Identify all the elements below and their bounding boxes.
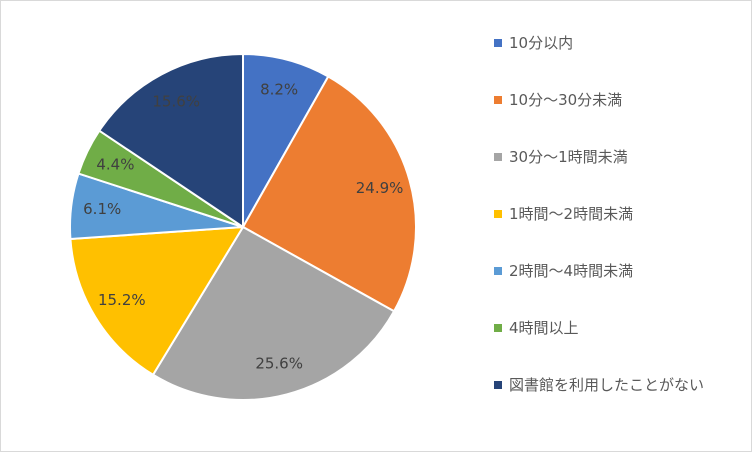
legend-item: 2時間～4時間未満: [494, 259, 724, 316]
legend-item: 10分～30分未満: [494, 88, 724, 145]
legend-label: 図書館を利用したことがない: [509, 376, 705, 394]
pie-slice: [151, 225, 396, 401]
legend-item: 30分～1時間未満: [494, 145, 724, 202]
legend-label: 2時間～4時間未満: [509, 262, 634, 280]
legend-label: 1時間～2時間未満: [509, 205, 634, 223]
legend-label: 10分以内: [509, 34, 574, 52]
legend-label: 4時間以上: [509, 319, 579, 337]
legend-swatch: [494, 96, 502, 104]
data-label: 4.4%: [96, 155, 134, 173]
legend-swatch: [494, 153, 502, 161]
legend-item: 図書館を利用したことがない: [494, 373, 724, 430]
legend-item: 10分以内: [494, 31, 724, 88]
legend-swatch: [494, 210, 502, 218]
data-label: 24.9%: [356, 179, 404, 197]
data-label: 15.2%: [98, 291, 146, 309]
legend-label: 10分～30分未満: [509, 91, 623, 109]
legend-swatch: [494, 324, 502, 332]
data-label: 25.6%: [255, 355, 303, 373]
legend-item: 1時間～2時間未満: [494, 202, 724, 259]
legend-swatch: [494, 267, 502, 275]
legend-swatch: [494, 381, 502, 389]
pie-slice: [97, 52, 244, 229]
pie-slice: [242, 52, 330, 231]
pie-slice: [241, 75, 417, 313]
pie-slice: [69, 225, 245, 377]
legend-label: 30分～1時間未満: [509, 148, 628, 166]
data-label: 15.6%: [152, 92, 200, 110]
legend: 10分以内 10分～30分未満 30分～1時間未満 1時間～2時間未満 2時間～4時間未…: [494, 31, 724, 430]
legend-item: 4時間以上: [494, 316, 724, 373]
data-label: 8.2%: [260, 80, 298, 98]
legend-swatch: [494, 39, 502, 47]
data-label: 6.1%: [83, 200, 121, 218]
